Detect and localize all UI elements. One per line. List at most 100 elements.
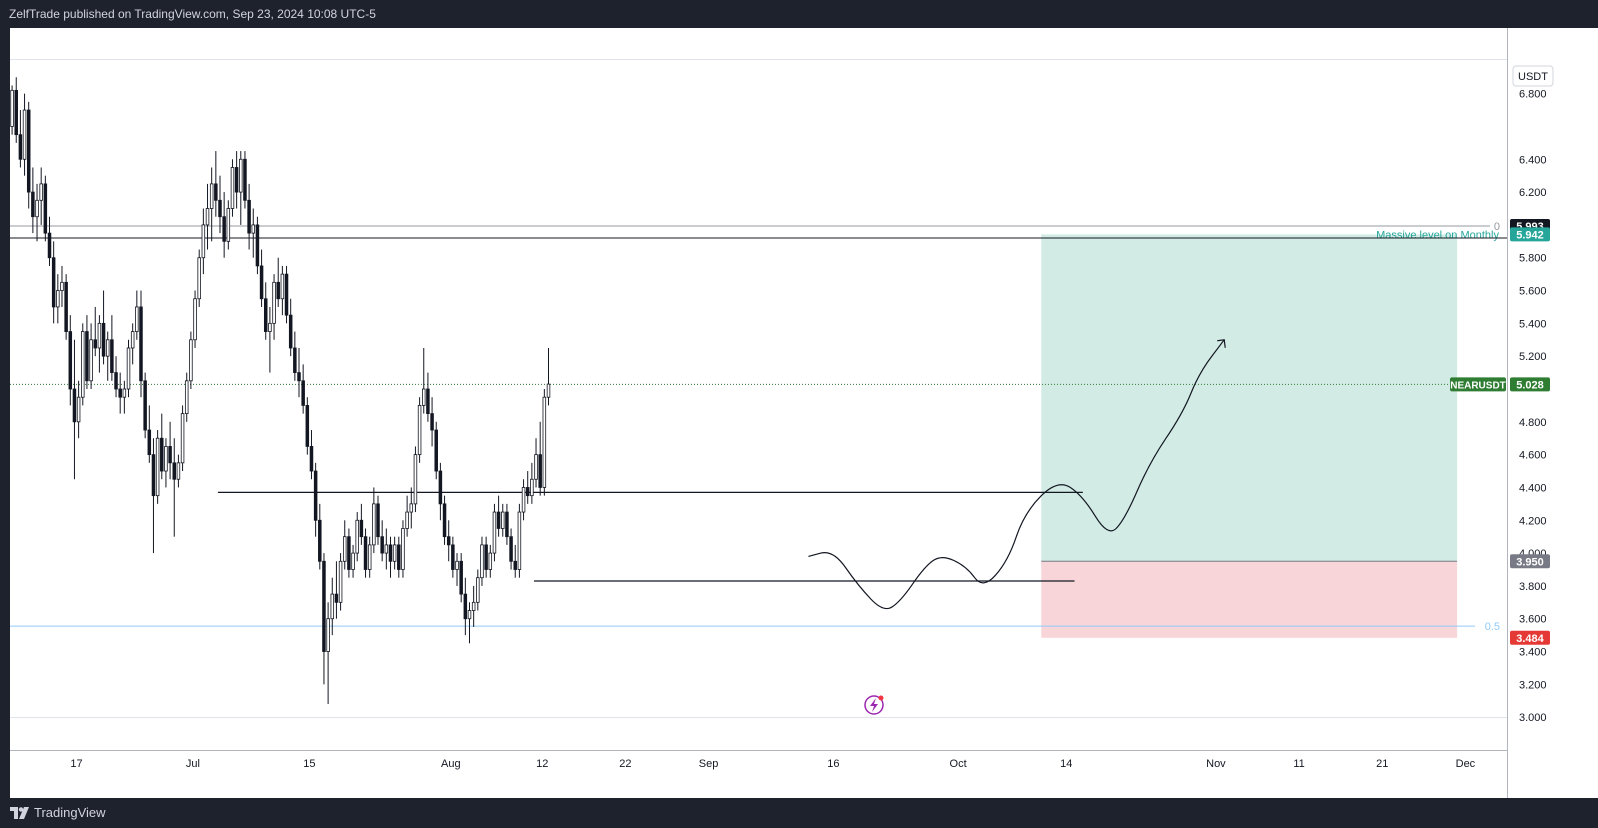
candle-body [97, 322, 102, 349]
y-tick-label: 6.800 [1519, 89, 1547, 101]
candle-body [388, 544, 393, 562]
candle [247, 183, 251, 250]
candle-body [347, 536, 351, 570]
candle-body [126, 347, 131, 390]
candle [284, 265, 289, 324]
lightning-icon[interactable] [864, 695, 884, 715]
candle-body [155, 437, 160, 497]
candle-body [280, 273, 285, 300]
candle-body [135, 306, 139, 332]
candle-body [101, 322, 106, 357]
candle [318, 503, 322, 570]
candle-body [446, 536, 451, 546]
candle-body [455, 560, 459, 570]
candle-body [85, 331, 89, 382]
candle-body [293, 347, 297, 373]
target-note: Massive level on Monthly [1376, 229, 1499, 241]
candle-body [10, 89, 14, 127]
candle [143, 372, 147, 439]
candle [26, 101, 31, 209]
candle [467, 602, 472, 644]
candle-body [313, 470, 318, 521]
candle-body [480, 544, 484, 579]
candle [401, 520, 405, 578]
candle-body [72, 388, 77, 423]
candle-body [122, 388, 127, 398]
candle [280, 265, 285, 316]
x-tick-label: Nov [1206, 758, 1226, 770]
y-tick-label: 6.400 [1519, 154, 1547, 166]
candle [184, 372, 189, 422]
candle-body [172, 462, 177, 480]
candle [89, 323, 93, 389]
candle [122, 380, 127, 414]
candle [180, 405, 185, 472]
candle-body [367, 544, 372, 570]
candle-body [60, 281, 64, 291]
price-badge-text: 5.942 [1516, 229, 1544, 241]
x-tick-label: 11 [1293, 758, 1304, 770]
candle [530, 462, 534, 504]
candle [459, 553, 463, 603]
candle [322, 553, 326, 685]
candle [430, 397, 434, 447]
candle-body [214, 183, 218, 201]
candle-body [197, 257, 201, 300]
candle [93, 306, 97, 357]
x-tick-label: 22 [619, 758, 631, 770]
candle [272, 274, 276, 340]
candle [372, 487, 376, 554]
candle [442, 495, 447, 545]
tradingview-logo-icon[interactable] [10, 807, 30, 819]
candle [130, 323, 135, 365]
candle [455, 553, 459, 586]
fib-zero-label: 0 [1494, 221, 1500, 233]
candle [76, 380, 81, 439]
candle-body [318, 519, 322, 562]
candle-body [14, 89, 18, 136]
candle [463, 577, 468, 636]
candle [68, 315, 73, 406]
candle [367, 536, 372, 578]
candle-body [542, 396, 547, 488]
candle-body [251, 224, 256, 234]
candle [259, 249, 264, 307]
candle [521, 479, 526, 521]
candle-body [259, 265, 264, 300]
currency-selector[interactable]: USDT [1512, 65, 1554, 87]
candle [384, 528, 389, 570]
candle-body [76, 396, 81, 423]
y-tick-label: 3.200 [1519, 679, 1547, 691]
price-badge-bg [1510, 377, 1550, 392]
candle [197, 249, 201, 307]
candle-body [501, 511, 505, 529]
symbol-badge-text: NEARUSDT [1450, 380, 1506, 391]
candle [446, 520, 451, 562]
candle-body [68, 331, 73, 390]
candle [471, 585, 476, 627]
candle-body [255, 224, 260, 267]
candle [205, 183, 210, 250]
y-tick-label: 3.800 [1519, 581, 1547, 593]
candle [110, 315, 114, 381]
candle-body [496, 511, 501, 529]
candle [376, 495, 380, 545]
candle-body [143, 380, 147, 431]
candle-body [218, 199, 222, 218]
candle [193, 290, 197, 348]
brand-name[interactable]: TradingView [34, 805, 106, 820]
candle [81, 323, 85, 406]
currency-label: USDT [1518, 71, 1548, 83]
candle-body [513, 560, 517, 570]
candle [288, 298, 293, 357]
candle-body [22, 109, 27, 160]
candle [97, 315, 102, 373]
candle-body [459, 560, 463, 595]
candle [64, 274, 68, 340]
candle-body [193, 298, 197, 341]
candle [476, 569, 480, 611]
candle-body [334, 593, 339, 603]
candle [397, 536, 401, 578]
candle-body [51, 257, 56, 308]
